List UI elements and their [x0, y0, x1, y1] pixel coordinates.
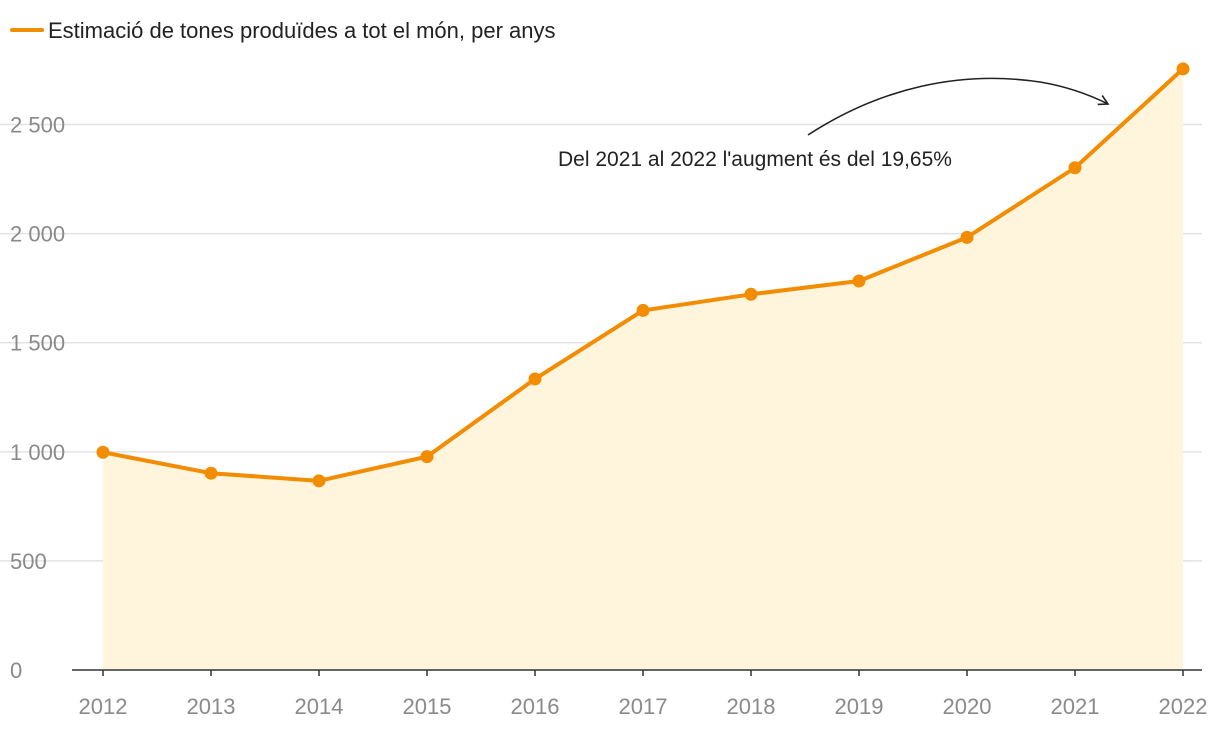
- data-point: [528, 372, 542, 386]
- x-tick-label: 2012: [79, 694, 128, 719]
- data-point: [744, 287, 758, 301]
- x-tick-label: 2018: [727, 694, 776, 719]
- x-tick-label: 2016: [511, 694, 560, 719]
- x-tick-label: 2013: [187, 694, 236, 719]
- x-tick-label: 2015: [403, 694, 452, 719]
- y-tick-label: 2 000: [10, 222, 65, 247]
- annotation-text: Del 2021 al 2022 l'augment és del 19,65%: [558, 148, 952, 171]
- y-tick-label: 0: [10, 658, 22, 683]
- data-point: [636, 303, 650, 317]
- x-tick-label: 2021: [1051, 694, 1100, 719]
- x-tick-label: 2020: [943, 694, 992, 719]
- x-tick-label: 2014: [295, 694, 344, 719]
- area-fill: [103, 68, 1183, 671]
- x-tick-label: 2017: [619, 694, 668, 719]
- legend-label: Estimació de tones produïdes a tot el mó…: [48, 18, 556, 43]
- data-point: [204, 466, 218, 480]
- annotation-arrow: [807, 77, 1110, 136]
- y-tick-label: 2 500: [10, 113, 65, 138]
- data-point: [420, 450, 434, 464]
- x-tick-label: 2019: [835, 694, 884, 719]
- data-point: [1068, 161, 1082, 175]
- x-axis-labels: 2012 2013 2014 2015 2016 2017 2018 2019 2020 2021…: [79, 694, 1208, 719]
- data-point: [852, 274, 866, 288]
- data-point: [312, 474, 326, 488]
- y-axis-labels: 0 500 1 000 1 500 2 000 2 500: [10, 113, 65, 683]
- data-point: [960, 230, 974, 244]
- legend: Estimació de tones produïdes a tot el mó…: [10, 18, 556, 43]
- annotation: Del 2021 al 2022 l'augment és del 19,65%: [558, 77, 1110, 171]
- x-tick-label: 2022: [1159, 694, 1208, 719]
- data-point: [1176, 62, 1190, 76]
- x-axis: [72, 669, 1202, 676]
- y-tick-label: 1 000: [10, 440, 65, 465]
- data-points: [96, 62, 1190, 488]
- y-tick-label: 1 500: [10, 331, 65, 356]
- data-point: [96, 445, 110, 459]
- y-tick-label: 500: [10, 549, 47, 574]
